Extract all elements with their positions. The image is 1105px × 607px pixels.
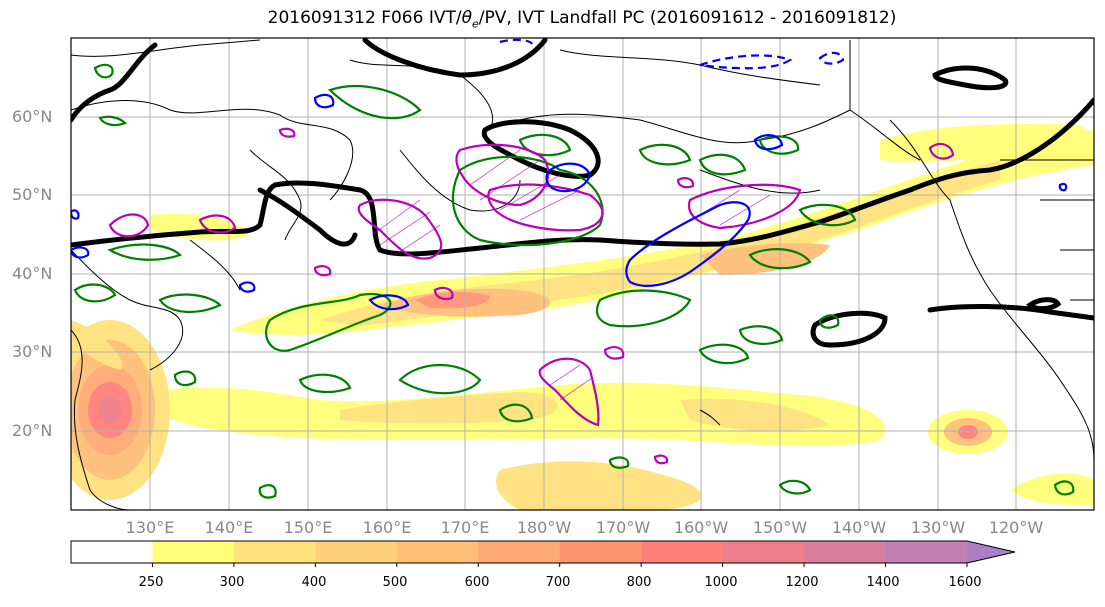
lon-label-180w: 180°W xyxy=(516,518,572,537)
colorbar-segment xyxy=(396,541,479,563)
lon-label-140e: 140°E xyxy=(204,518,254,537)
colorbar-segment xyxy=(315,541,398,563)
colorbar-extend-arrow xyxy=(966,541,1015,563)
title-prefix: 2016091312 F066 IVT/ xyxy=(267,8,462,28)
lon-label-150w: 150°W xyxy=(752,518,808,537)
map-frame xyxy=(70,37,1095,511)
colorbar-label-700: 700 xyxy=(545,575,571,590)
colorbar xyxy=(70,540,1016,567)
colorbar-segment xyxy=(233,541,316,563)
title-theta: θ xyxy=(461,8,472,28)
lat-label-40n: 40°N xyxy=(12,264,53,283)
theta-e-contours xyxy=(73,63,1075,499)
title-theta-sub: e xyxy=(471,17,479,31)
neg-pc-contours xyxy=(71,93,1068,311)
colorbar-segment xyxy=(722,541,805,563)
colorbar-segment xyxy=(71,541,153,563)
colorbar-outline xyxy=(70,540,1016,564)
figure-title: 2016091312 F066 IVT/θe/PV, IVT Landfall … xyxy=(0,8,1105,30)
lon-label-130w: 130°W xyxy=(910,518,966,537)
colorbar-label-500: 500 xyxy=(382,575,408,590)
colorbar-label-1200: 1200 xyxy=(785,575,819,590)
colorbar-label-1600: 1600 xyxy=(948,575,982,590)
colorbar-segment xyxy=(559,541,642,563)
colorbar-label-250: 250 xyxy=(138,575,164,590)
colorbar-label-600: 600 xyxy=(464,575,490,590)
colorbar-label-1000: 1000 xyxy=(704,575,738,590)
colorbar-label-800: 800 xyxy=(626,575,652,590)
lat-label-60n: 60°N xyxy=(12,107,53,126)
map-content xyxy=(71,38,1094,510)
lon-label-130e: 130°E xyxy=(125,518,175,537)
neg-pc-dashed xyxy=(499,38,845,70)
lon-label-160w: 160°W xyxy=(673,518,729,537)
lon-label-150e: 150°E xyxy=(283,518,333,537)
lon-label-170w: 170°W xyxy=(595,518,651,537)
colorbar-segment xyxy=(885,541,968,563)
colorbar-segment xyxy=(804,541,886,563)
colorbar-segment xyxy=(478,541,561,563)
lat-label-30n: 30°N xyxy=(12,342,53,361)
graticule xyxy=(71,38,1094,510)
title-suffix: /PV, IVT Landfall PC (2016091612 - 20160… xyxy=(478,8,897,28)
lon-label-170e: 170°E xyxy=(440,518,490,537)
lon-label-160e: 160°E xyxy=(362,518,412,537)
ivt-shading xyxy=(71,123,1094,510)
lat-label-50n: 50°N xyxy=(12,185,53,204)
lon-label-120w: 120°W xyxy=(988,518,1044,537)
lat-label-20n: 20°N xyxy=(12,421,53,440)
lon-label-140w: 140°W xyxy=(831,518,887,537)
colorbar-label-300: 300 xyxy=(219,575,245,590)
colorbar-label-1400: 1400 xyxy=(866,575,900,590)
colorbar-segment xyxy=(152,541,235,563)
colorbar-segment xyxy=(641,541,724,563)
colorbar-label-400: 400 xyxy=(301,575,327,590)
pv-contours xyxy=(71,38,1094,348)
